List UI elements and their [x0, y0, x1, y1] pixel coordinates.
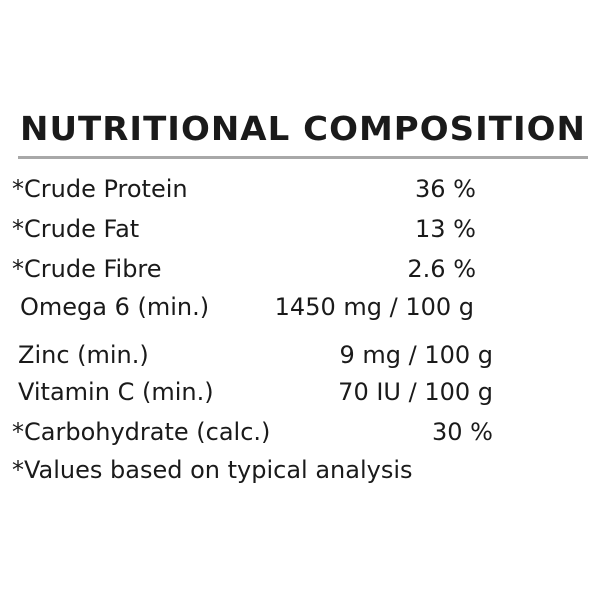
footnote: *Values based on typical analysis — [12, 456, 413, 484]
nutrient-value: 9 mg / 100 g — [339, 341, 493, 369]
nutrient-name: Omega 6 (min.) — [20, 293, 209, 321]
nutrient-name: *Crude Protein — [12, 175, 188, 203]
divider — [18, 156, 588, 159]
nutrient-value: 13 % — [415, 215, 476, 243]
title: NUTRITIONAL COMPOSITION — [20, 109, 586, 148]
nutrient-value: 30 % — [432, 418, 493, 446]
nutrient-name: *Carbohydrate (calc.) — [12, 418, 270, 446]
nutrient-name: *Crude Fibre — [12, 255, 162, 283]
nutrient-name: Vitamin C (min.) — [18, 378, 214, 406]
nutrient-name: Zinc (min.) — [18, 341, 149, 369]
nutrient-value: 36 % — [415, 175, 476, 203]
nutrient-value: 70 IU / 100 g — [338, 378, 493, 406]
nutrient-value: 1450 mg / 100 g — [275, 293, 474, 321]
nutrient-value: 2.6 % — [407, 255, 476, 283]
nutrient-name: *Crude Fat — [12, 215, 139, 243]
